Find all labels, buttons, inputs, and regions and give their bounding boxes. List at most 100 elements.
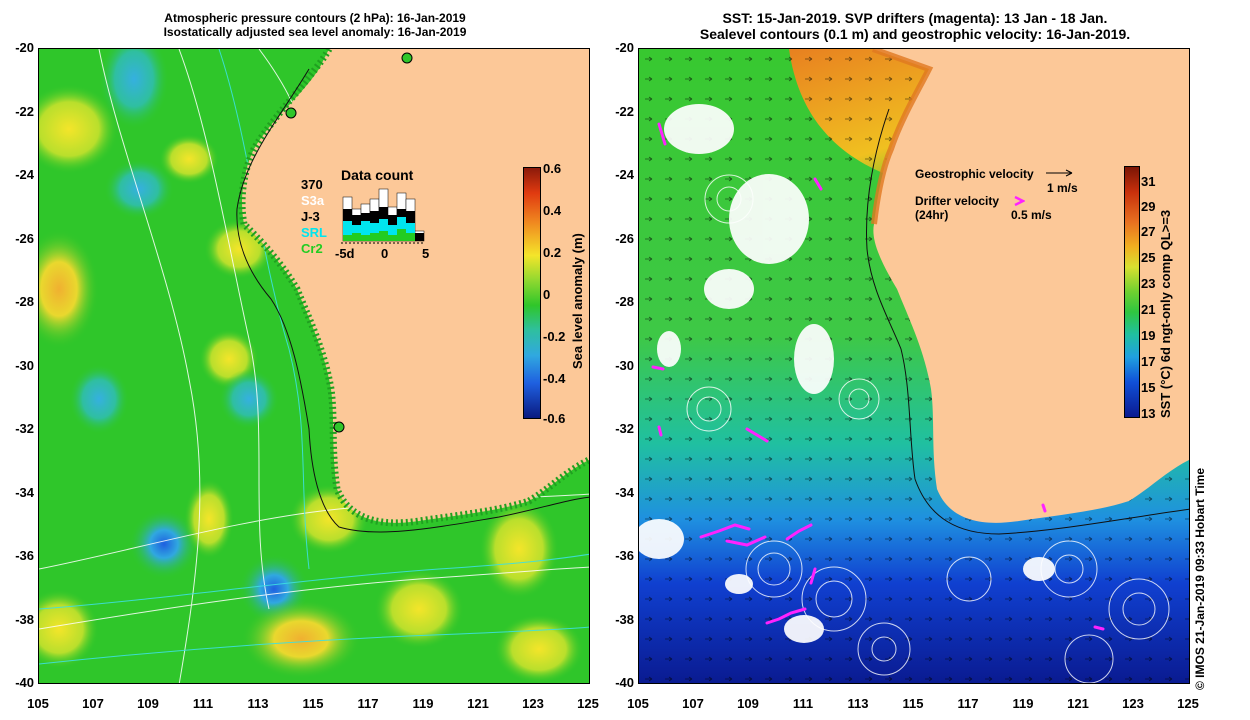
land-western-australia	[873, 49, 1189, 523]
sea-level-colorbar-tick: -0.4	[543, 371, 566, 386]
left-y-tick: -30	[15, 358, 34, 373]
left-title-line1: Atmospheric pressure contours (2 hPa): 1…	[164, 11, 466, 25]
right-y-tick: -30	[615, 358, 634, 373]
land-western-australia	[242, 49, 589, 523]
right-x-tick: 115	[902, 696, 924, 711]
right-title-line1: SST: 15-Jan-2019. SVP drifters (magenta)…	[722, 10, 1108, 26]
satellite-370: 370	[301, 177, 323, 192]
right-x-tick: 109	[737, 696, 759, 711]
right-map-title: SST: 15-Jan-2019. SVP drifters (magenta)…	[640, 10, 1190, 42]
sea-level-colorbar-label: Sea level anomaly (m)	[570, 233, 585, 369]
sst-colorbar-tick: 23	[1141, 276, 1156, 291]
data-count-x-tick: 5	[422, 246, 430, 261]
data-count-histogram	[341, 188, 425, 244]
left-x-tick: 123	[522, 696, 544, 711]
right-x-tick: 105	[627, 696, 649, 711]
left-x-tick: 113	[247, 696, 269, 711]
right-y-tick: -36	[615, 548, 634, 563]
drifter-velocity-scale: 0.5 m/s	[1011, 208, 1052, 222]
imos-credit: © IMOS 21-Jan-2019 09:33 Hobart Time	[1193, 467, 1207, 690]
left-y-tick: -32	[15, 421, 34, 436]
left-map-title: Atmospheric pressure contours (2 hPa): 1…	[40, 11, 590, 40]
sea-level-colorbar-tick: 0.6	[543, 161, 562, 176]
satellite-cr2: Cr2	[301, 241, 323, 256]
data-count-x-tick: 0	[381, 246, 389, 261]
geostrophic-velocity-arrow-icon	[1046, 169, 1073, 177]
left-x-tick: 105	[27, 696, 49, 711]
right-y-tick: -28	[615, 294, 634, 309]
geostrophic-velocity-scale: 1 m/s	[1047, 181, 1078, 195]
data-count-satellite-legend: 370 S3a J-3 SRL Cr2	[301, 177, 327, 257]
sea-level-colorbar-tick: -0.6	[543, 411, 566, 426]
right-y-tick: -34	[615, 485, 634, 500]
left-y-tick: -24	[15, 167, 34, 182]
right-x-tick: 117	[957, 696, 979, 711]
right-y-tick: -20	[615, 40, 634, 55]
right-x-tick: 123	[1122, 696, 1144, 711]
sea-level-anomaly-field	[39, 49, 589, 683]
right-x-tick: 125	[1177, 696, 1199, 711]
left-y-tick: -22	[15, 104, 34, 119]
sst-map: Geostrophic velocity 1 m/s Drifter veloc…	[638, 48, 1190, 684]
sea-level-colorbar-tick: -0.2	[543, 329, 566, 344]
sst-colorbar-tick: 29	[1141, 199, 1156, 214]
geostrophic-velocity-label: Geostrophic velocity	[915, 167, 1034, 181]
data-count-title: Data count	[341, 167, 414, 183]
sea-level-colorbar-tick: 0	[543, 287, 551, 302]
left-y-tick: -34	[15, 485, 34, 500]
left-y-tick: -28	[15, 294, 34, 309]
left-x-tick: 111	[192, 696, 214, 711]
left-x-tick: 115	[302, 696, 324, 711]
satellite-srl: SRL	[301, 225, 327, 240]
left-x-tick: 109	[137, 696, 159, 711]
tide-gauge-marker	[333, 421, 345, 433]
drifter-velocity-sublabel: (24hr)	[915, 208, 949, 222]
left-y-tick: -40	[15, 675, 34, 690]
sst-colorbar-tick: 15	[1141, 380, 1156, 395]
sst-colorbar-tick: 25	[1141, 250, 1156, 265]
right-y-tick: -22	[615, 104, 634, 119]
left-x-tick: 117	[357, 696, 379, 711]
right-x-tick: 107	[682, 696, 704, 711]
left-y-tick: -38	[15, 612, 34, 627]
left-y-tick: -36	[15, 548, 34, 563]
right-y-tick: -40	[615, 675, 634, 690]
left-title-line2: Isostatically adjusted sea level anomaly…	[163, 24, 467, 39]
sst-colorbar-tick: 17	[1141, 354, 1156, 369]
tide-gauge-marker	[401, 52, 413, 64]
right-title-line2: Sealevel contours (0.1 m) and geostrophi…	[699, 26, 1131, 43]
right-y-tick: -24	[615, 167, 634, 182]
left-y-tick: -20	[15, 40, 34, 55]
sst-colorbar-label: SST (°C) 6d ngt-only comp QL>=3	[1158, 209, 1173, 418]
left-x-tick: 121	[467, 696, 489, 711]
right-y-tick: -26	[615, 231, 634, 246]
sst-colorbar-tick: 31	[1141, 174, 1156, 189]
right-y-tick: -38	[615, 612, 634, 627]
cloud-mask	[639, 104, 1055, 643]
left-x-tick: 119	[412, 696, 434, 711]
right-x-tick: 119	[1012, 696, 1034, 711]
left-y-tick: -26	[15, 231, 34, 246]
drifter-velocity-label: Drifter velocity	[915, 194, 1000, 208]
sea-level-colorbar-tick: 0.2	[543, 245, 562, 260]
sst-colorbar-tick: 13	[1141, 406, 1156, 421]
right-x-tick: 121	[1067, 696, 1089, 711]
sst-field	[639, 49, 1189, 683]
satellite-j3: J-3	[301, 209, 320, 224]
right-x-tick: 111	[792, 696, 814, 711]
sst-colorbar-tick: 19	[1141, 328, 1156, 343]
right-x-tick: 113	[847, 696, 869, 711]
right-y-tick: -32	[615, 421, 634, 436]
sst-colorbar-tick: 21	[1141, 302, 1156, 317]
data-count-x-tick: -5d	[335, 246, 355, 261]
sea-level-colorbar	[523, 167, 541, 419]
sea-level-colorbar-tick: 0.4	[543, 203, 562, 218]
sst-colorbar-tick: 27	[1141, 224, 1156, 239]
satellite-s3a: S3a	[301, 193, 325, 208]
left-x-tick: 107	[82, 696, 104, 711]
drifter-velocity-arrow-icon	[1014, 195, 1025, 207]
sst-colorbar	[1124, 166, 1140, 418]
svp-drifter-tracks	[651, 122, 1105, 631]
tide-gauge-marker	[285, 107, 297, 119]
left-x-tick: 125	[577, 696, 599, 711]
